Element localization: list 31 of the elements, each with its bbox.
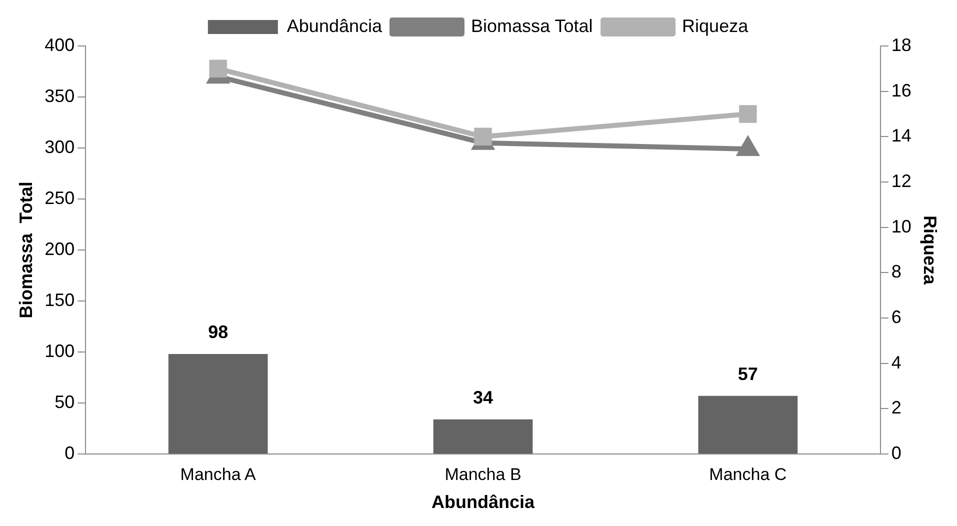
data-label: 98 [208,322,228,342]
x-tick-label: Mancha C [709,464,787,484]
y2-tick-label: 14 [891,126,912,146]
y-tick-label: 50 [54,392,75,412]
legend-label: Riqueza [682,16,750,36]
y2-tick-label: 6 [891,306,902,327]
y-tick-label: 150 [44,290,75,310]
y-tick-label: 350 [44,86,75,106]
data-label: 57 [738,364,758,384]
legend-label: Biomassa Total [470,16,593,36]
y2-tick-label: 16 [891,80,912,100]
y2-tick-label: 18 [891,34,912,55]
legend-label: Abundância [286,16,383,36]
y-tick-label: 400 [44,34,75,55]
y-axis-title: Biomassa Total [16,182,36,318]
x-axis-title: Abundância [432,492,536,512]
x-tick-label: Mancha A [180,464,257,484]
y-tick-label: 300 [44,136,75,157]
y2-tick-label: 4 [891,352,902,372]
y2-tick-label: 0 [891,442,902,463]
y2-tick-label: 10 [891,216,912,236]
y2-tick-label: 12 [891,170,912,191]
y2-tick-label: 2 [891,398,902,418]
y2-axis-title: Riqueza [920,215,940,286]
y-tick-label: 200 [44,238,75,259]
y-tick-label: 100 [44,340,75,361]
x-tick-label: Mancha B [444,464,522,484]
y-tick-label: 0 [64,442,75,463]
y-tick-label: 250 [44,188,75,208]
data-label: 34 [472,387,494,408]
y2-tick-label: 8 [891,262,902,282]
